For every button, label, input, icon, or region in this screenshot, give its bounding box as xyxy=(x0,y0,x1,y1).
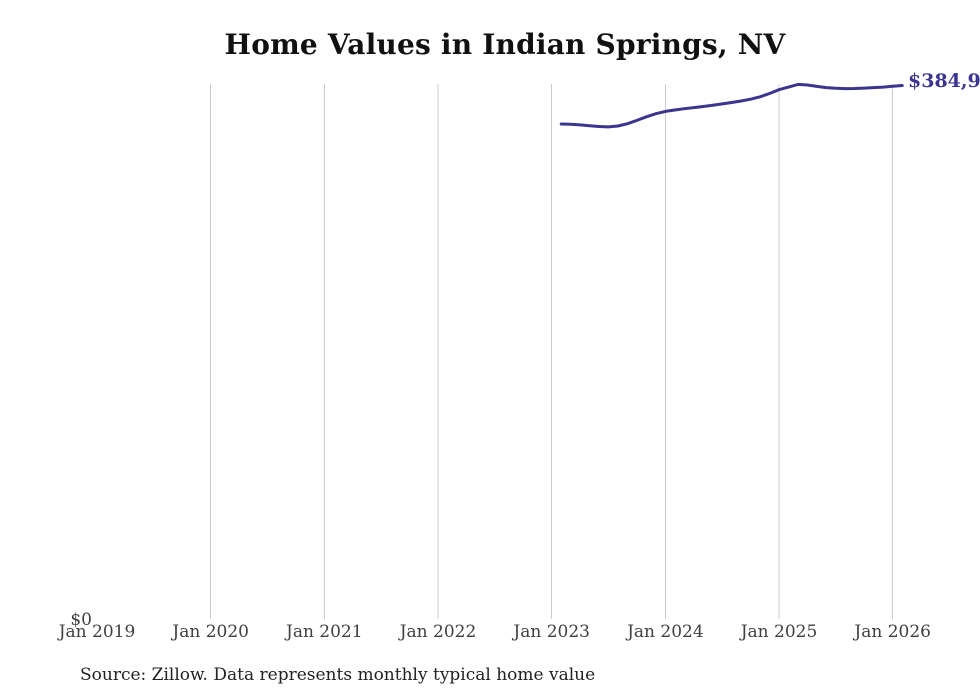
x-tick-label-jan-2026: Jan 2026 xyxy=(854,622,931,642)
gridlines xyxy=(210,84,894,619)
home-value-line-series xyxy=(559,82,904,129)
x-tick-label-jan-2024: Jan 2024 xyxy=(627,622,704,642)
chart-title: Home Values in Indian Springs, NV xyxy=(224,28,786,61)
x-tick-label-jan-2020: Jan 2020 xyxy=(172,622,249,642)
x-tick-label-jan-2022: Jan 2022 xyxy=(399,622,477,642)
x-tick-label-jan-2021: Jan 2021 xyxy=(286,622,363,642)
source-note: Source: Zillow. Data represents monthly … xyxy=(80,665,596,685)
y-axis-zero-label: $0 xyxy=(70,610,92,630)
latest-value-annotation: $384,94 xyxy=(908,70,980,92)
x-tick-label-jan-2025: Jan 2025 xyxy=(740,622,818,642)
x-tick-label-jan-2023: Jan 2023 xyxy=(513,622,590,642)
x-tick-label-jan-2019: Jan 2019 xyxy=(58,622,136,642)
